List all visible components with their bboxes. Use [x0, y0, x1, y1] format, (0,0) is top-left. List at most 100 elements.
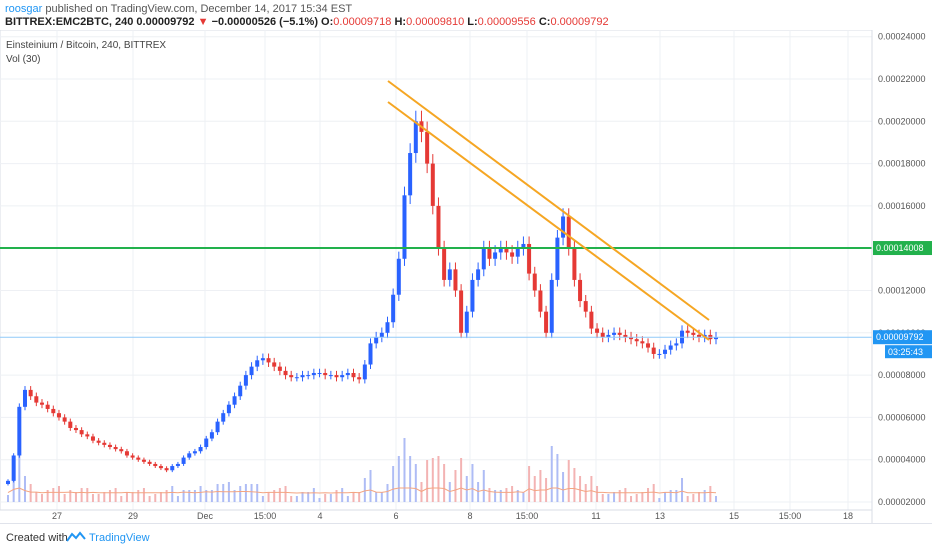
time-axis[interactable]: 27 29 Dec 15:00 4 6 8 15:00 11 13 15 15:00 18 [0, 509, 872, 521]
publish-line: roosgar published on TradingView.com, De… [5, 3, 352, 15]
candle-body [634, 339, 639, 342]
volume-bar [12, 472, 15, 502]
candle-body [164, 468, 169, 471]
time-tick-label: 29 [128, 511, 138, 521]
volume-bar [607, 494, 610, 502]
volume-bar [358, 492, 361, 502]
volume-bar [562, 472, 565, 502]
volume-bar [528, 466, 531, 502]
candle-body [141, 459, 146, 462]
volume-bar [137, 490, 140, 502]
arrow-down-icon: ▼ [197, 16, 209, 28]
candle-body [294, 377, 299, 379]
volume-bar [664, 492, 667, 502]
volume-bar [573, 468, 576, 502]
volume-bar [658, 498, 661, 502]
last-price-label: 0.00009792 [876, 332, 924, 342]
volume-bar [624, 488, 627, 502]
volume-bar [86, 488, 89, 502]
volume-bar [199, 486, 202, 502]
candle-body [578, 279, 583, 302]
candle-body [379, 332, 384, 338]
volume-bar [397, 456, 400, 502]
price-change: −0.00000526 (−5.1%) [211, 16, 318, 28]
volume-bar [539, 470, 542, 502]
candle-body [617, 332, 622, 335]
candle-body [68, 421, 73, 428]
volume-bar [511, 486, 514, 502]
volume-bar [380, 492, 383, 502]
candle-body [56, 413, 61, 418]
close-label: C: [538, 16, 551, 28]
volume-bar [154, 494, 157, 502]
volume-bar [669, 490, 672, 502]
candle-body [357, 377, 362, 380]
volume-bar [596, 486, 599, 502]
candle-body [498, 248, 503, 253]
volume-bar [567, 460, 570, 502]
candle-body [158, 466, 163, 469]
candle-body [79, 430, 84, 435]
candle-body [209, 432, 214, 439]
candle-body [447, 269, 452, 280]
volume-bar [488, 488, 491, 502]
candle-body [612, 332, 617, 335]
candle-body [385, 322, 390, 333]
candle-body [583, 301, 588, 312]
volume-bar [386, 484, 389, 502]
candle-body [413, 121, 418, 154]
candle-body [561, 216, 566, 238]
price-axis[interactable]: 0.00024000 0.00022000 0.00020000 0.00018000… [871, 30, 932, 523]
candle-body [11, 455, 16, 481]
drawing-overlays [0, 80, 872, 341]
candle-body [215, 421, 220, 433]
candle-body [289, 375, 294, 378]
candle-body [62, 417, 67, 422]
candle-body [124, 451, 129, 456]
volume-bar [550, 446, 553, 502]
high-value: 0.00009810 [406, 16, 465, 28]
volume-bar [182, 490, 185, 502]
volume-bar [426, 460, 429, 502]
candle-body [51, 408, 56, 414]
candle-body [606, 334, 611, 338]
candle-body [96, 440, 101, 443]
volume-bar [40, 494, 43, 502]
volume-bar [91, 494, 94, 502]
candle-body [153, 463, 158, 467]
candle-body [328, 375, 333, 377]
tradingview-brand-link[interactable]: TradingView [89, 532, 150, 544]
volume-bar [471, 464, 474, 502]
high-label: H: [394, 16, 407, 28]
volume-bar [80, 488, 83, 502]
candle-body [640, 341, 645, 344]
candle-body [391, 294, 396, 323]
price-tick-label: 0.00022000 [878, 74, 926, 84]
volume-bar [324, 494, 327, 502]
volume-bar [142, 488, 145, 502]
volume-bar [516, 490, 519, 502]
price-chart[interactable]: Einsteinium / Bitcoin, 240, BITTREX Vol … [0, 30, 932, 523]
candle-body [136, 457, 141, 460]
candle-body [595, 328, 600, 333]
candle-body [311, 372, 316, 376]
author-link[interactable]: roosgar [5, 3, 43, 15]
candle-body [566, 216, 571, 249]
volume-bar [443, 464, 446, 502]
candle-body [549, 279, 554, 333]
candle-body [544, 311, 549, 333]
candle-body [232, 396, 237, 405]
volume-bar [261, 496, 264, 502]
volume-bar [193, 490, 196, 502]
volume-bar [57, 486, 60, 502]
candle-body [663, 349, 668, 354]
time-tick-label: 15:00 [516, 511, 539, 521]
candle-body [277, 366, 282, 371]
candle-body [521, 243, 526, 249]
candle-body [334, 375, 339, 378]
volume-bar [74, 492, 77, 502]
volume-bar [312, 488, 315, 502]
volume-bar [278, 488, 281, 502]
candle-body [368, 343, 373, 365]
footer: Created with TradingView [0, 523, 932, 551]
